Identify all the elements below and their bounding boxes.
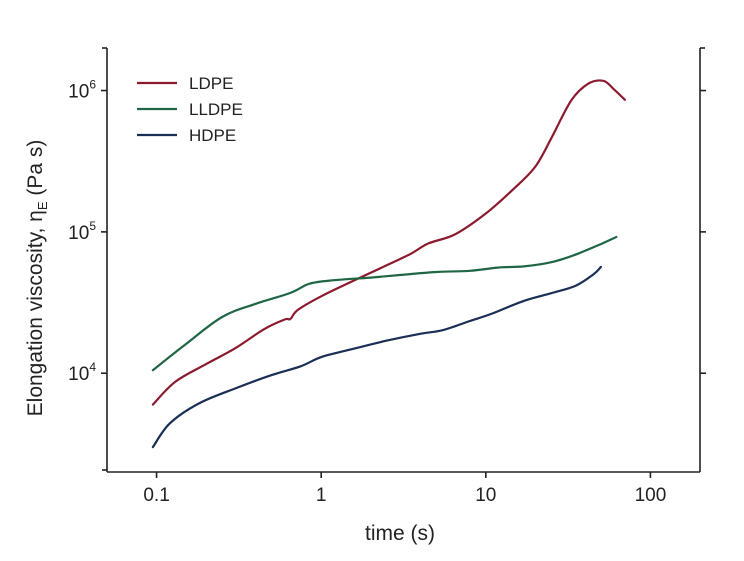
x-tick-label: 100: [635, 485, 667, 506]
x-axis-label: time (s): [365, 522, 435, 545]
y-axis-label: Elongation viscosity, ηE (Pa s): [24, 140, 50, 417]
y-tick-label: 106: [68, 78, 96, 103]
legend-label-lldpe: LLDPE: [189, 100, 243, 119]
x-tick-label: 10: [475, 485, 496, 506]
legend-label-ldpe: LDPE: [189, 74, 233, 93]
y-tick-label: 105: [68, 219, 96, 244]
x-tick-label: 1: [316, 485, 327, 506]
y-tick-base: 10: [68, 82, 89, 103]
series-line-ldpe: [151, 79, 626, 406]
y-axis-label-unit: (Pa s): [24, 140, 47, 202]
y-tick-exponent: 6: [89, 78, 96, 92]
y-tick-base: 10: [68, 223, 89, 244]
y-tick-exponent: 4: [89, 360, 96, 374]
legend-label-hdpe: HDPE: [189, 126, 236, 145]
y-axis-label-main: Elongation viscosity, η: [24, 210, 47, 416]
x-tick-label: 0.1: [143, 485, 169, 506]
y-tick-label: 104: [68, 360, 96, 385]
series-line-lldpe: [151, 235, 618, 372]
y-tick-exponent: 5: [89, 219, 96, 233]
y-axis-label-sub: E: [35, 201, 50, 210]
legend: LDPE LLDPE HDPE: [137, 74, 243, 145]
axes: [102, 47, 705, 473]
y-tick-base: 10: [68, 364, 89, 385]
series-layer: [151, 79, 626, 449]
series-line-hdpe: [151, 265, 602, 449]
